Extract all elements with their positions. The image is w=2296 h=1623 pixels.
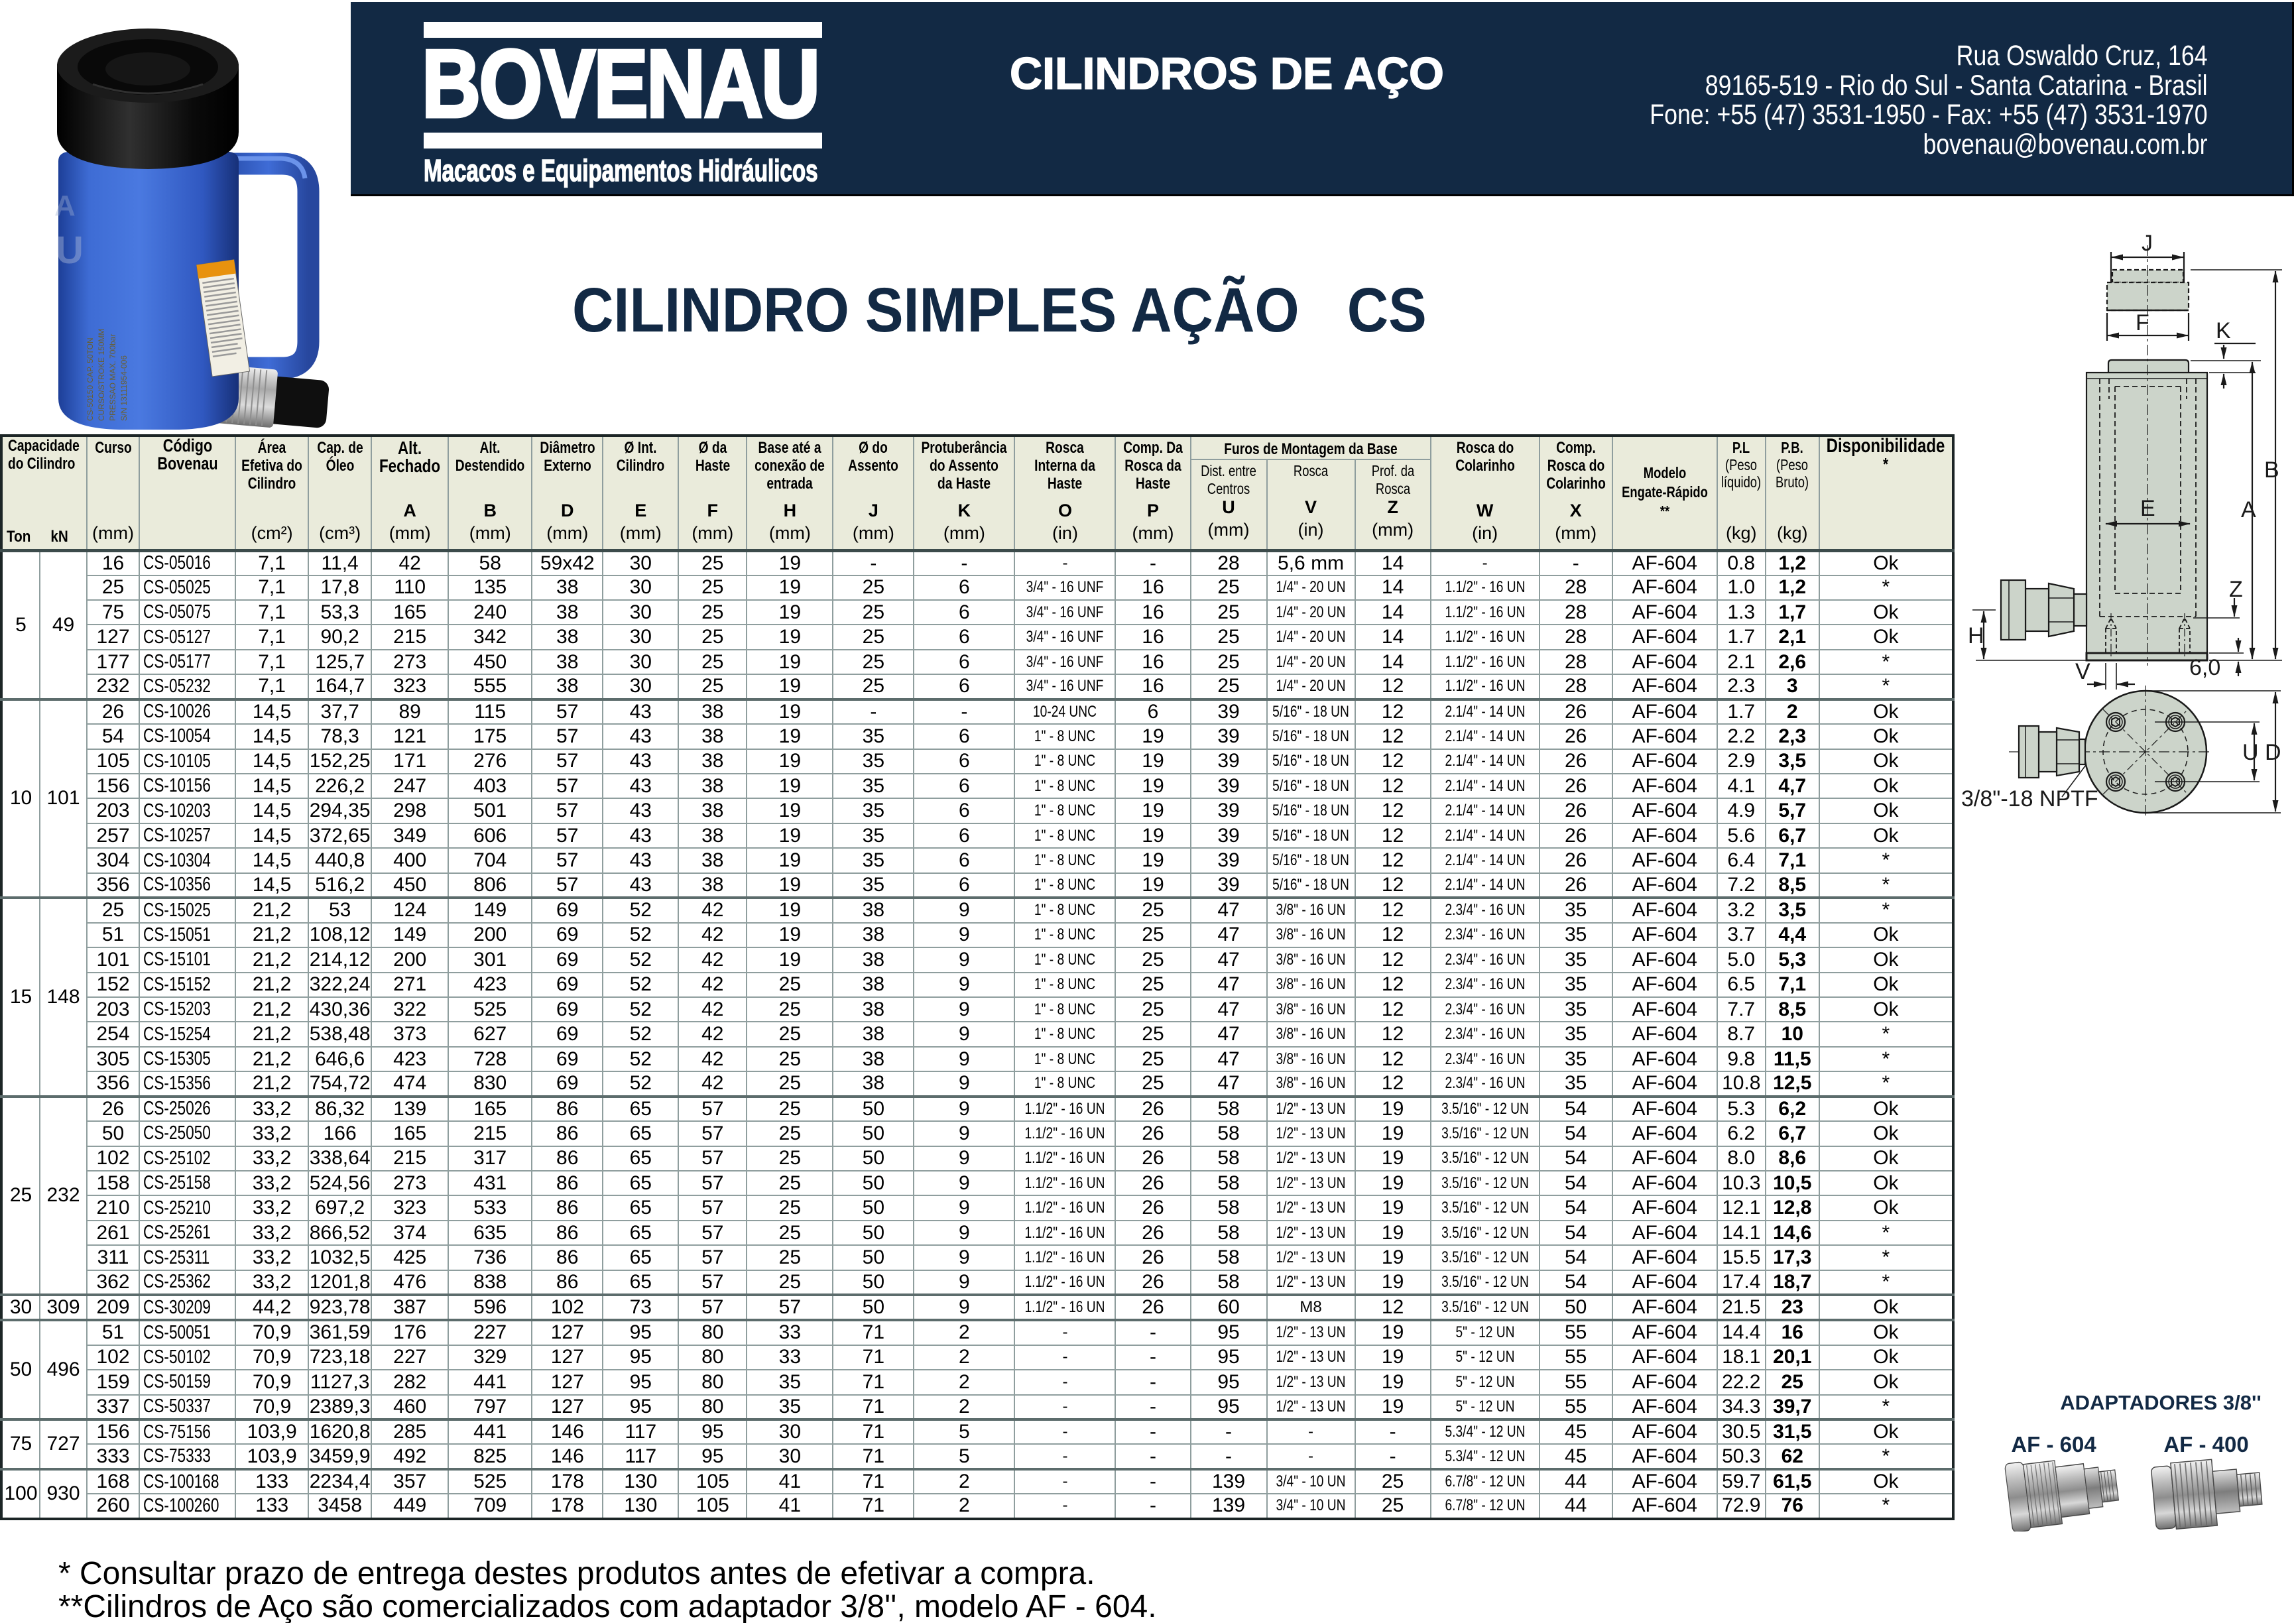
- svg-text:6,0: 6,0: [2189, 655, 2220, 680]
- svg-text:K: K: [2216, 318, 2231, 343]
- svg-text:CURSO/STROKE 150MM: CURSO/STROKE 150MM: [97, 329, 106, 421]
- svg-text:D: D: [2265, 740, 2281, 765]
- svg-text:A: A: [54, 190, 76, 222]
- svg-text:CS-50150 CAP. 50TON: CS-50150 CAP. 50TON: [86, 337, 95, 421]
- svg-text:B: B: [2264, 457, 2279, 483]
- svg-text:S/N 13111954-006: S/N 13111954-006: [119, 355, 129, 421]
- svg-text:E: E: [2140, 496, 2155, 521]
- svg-text:J: J: [2142, 231, 2153, 256]
- svg-text:U: U: [2242, 740, 2259, 765]
- svg-text:F: F: [2136, 310, 2149, 335]
- svg-text:Z: Z: [2229, 577, 2243, 602]
- svg-text:H: H: [1968, 623, 1984, 648]
- svg-text:A: A: [2241, 497, 2256, 522]
- svg-text:V: V: [2075, 659, 2090, 684]
- svg-text:3/8"-18 NPTF: 3/8"-18 NPTF: [1961, 786, 2098, 812]
- svg-text:U: U: [56, 229, 84, 272]
- svg-text:PRESSAO MAX. 700bar: PRESSAO MAX. 700bar: [108, 334, 117, 421]
